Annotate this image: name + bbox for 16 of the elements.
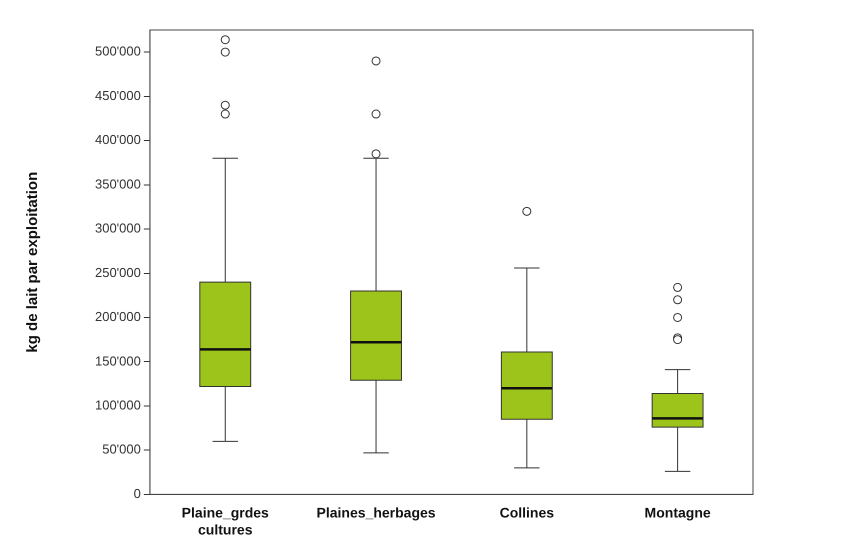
x-tick-label: Plaine_grdes cultures [182,504,270,538]
y-tick-label: 50'000 [102,442,141,457]
x-tick-label: Collines [500,504,554,521]
y-tick-label: 350'000 [94,176,141,192]
y-tick-label: 250'000 [94,264,141,280]
y-tick-label: 500'000 [94,44,141,59]
x-tick-label: Plaines_herbages [316,504,436,521]
y-tick-label: 450'000 [94,88,141,103]
y-tick-label: 100'000 [94,398,141,413]
y-tick-label: 0 [134,486,141,501]
y-tick-label: 400'000 [94,132,141,148]
y-axis-title: kg de lait par exploitation [24,172,42,353]
y-tick-label: 150'000 [94,353,141,368]
x-tick-label: Montagne [644,504,711,521]
y-tick-label: 200'000 [94,309,141,324]
y-tick-label: 300'000 [94,220,141,236]
